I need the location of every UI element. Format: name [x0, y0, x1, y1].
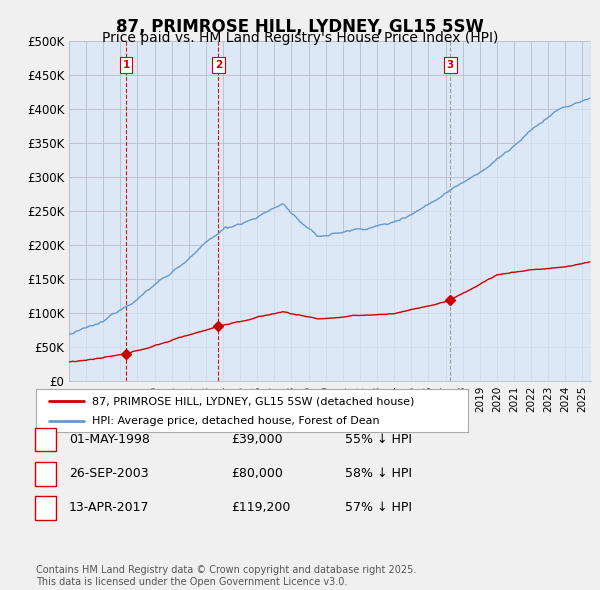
- Text: 57% ↓ HPI: 57% ↓ HPI: [345, 502, 412, 514]
- Text: 3: 3: [446, 60, 454, 70]
- Text: Contains HM Land Registry data © Crown copyright and database right 2025.
This d: Contains HM Land Registry data © Crown c…: [36, 565, 416, 587]
- Text: £119,200: £119,200: [231, 502, 290, 514]
- Text: 3: 3: [41, 502, 50, 514]
- Text: 55% ↓ HPI: 55% ↓ HPI: [345, 433, 412, 446]
- Text: 58% ↓ HPI: 58% ↓ HPI: [345, 467, 412, 480]
- Text: 2: 2: [41, 467, 50, 480]
- Text: 1: 1: [41, 433, 50, 446]
- Text: 01-MAY-1998: 01-MAY-1998: [69, 433, 150, 446]
- Text: £80,000: £80,000: [231, 467, 283, 480]
- Text: HPI: Average price, detached house, Forest of Dean: HPI: Average price, detached house, Fore…: [92, 417, 380, 426]
- Text: Price paid vs. HM Land Registry's House Price Index (HPI): Price paid vs. HM Land Registry's House …: [102, 31, 498, 45]
- Text: 1: 1: [122, 60, 130, 70]
- Text: 26-SEP-2003: 26-SEP-2003: [69, 467, 149, 480]
- Text: £39,000: £39,000: [231, 433, 283, 446]
- Text: 2: 2: [215, 60, 222, 70]
- Text: 13-APR-2017: 13-APR-2017: [69, 502, 149, 514]
- Text: 87, PRIMROSE HILL, LYDNEY, GL15 5SW (detached house): 87, PRIMROSE HILL, LYDNEY, GL15 5SW (det…: [92, 396, 415, 407]
- Text: 87, PRIMROSE HILL, LYDNEY, GL15 5SW: 87, PRIMROSE HILL, LYDNEY, GL15 5SW: [116, 18, 484, 36]
